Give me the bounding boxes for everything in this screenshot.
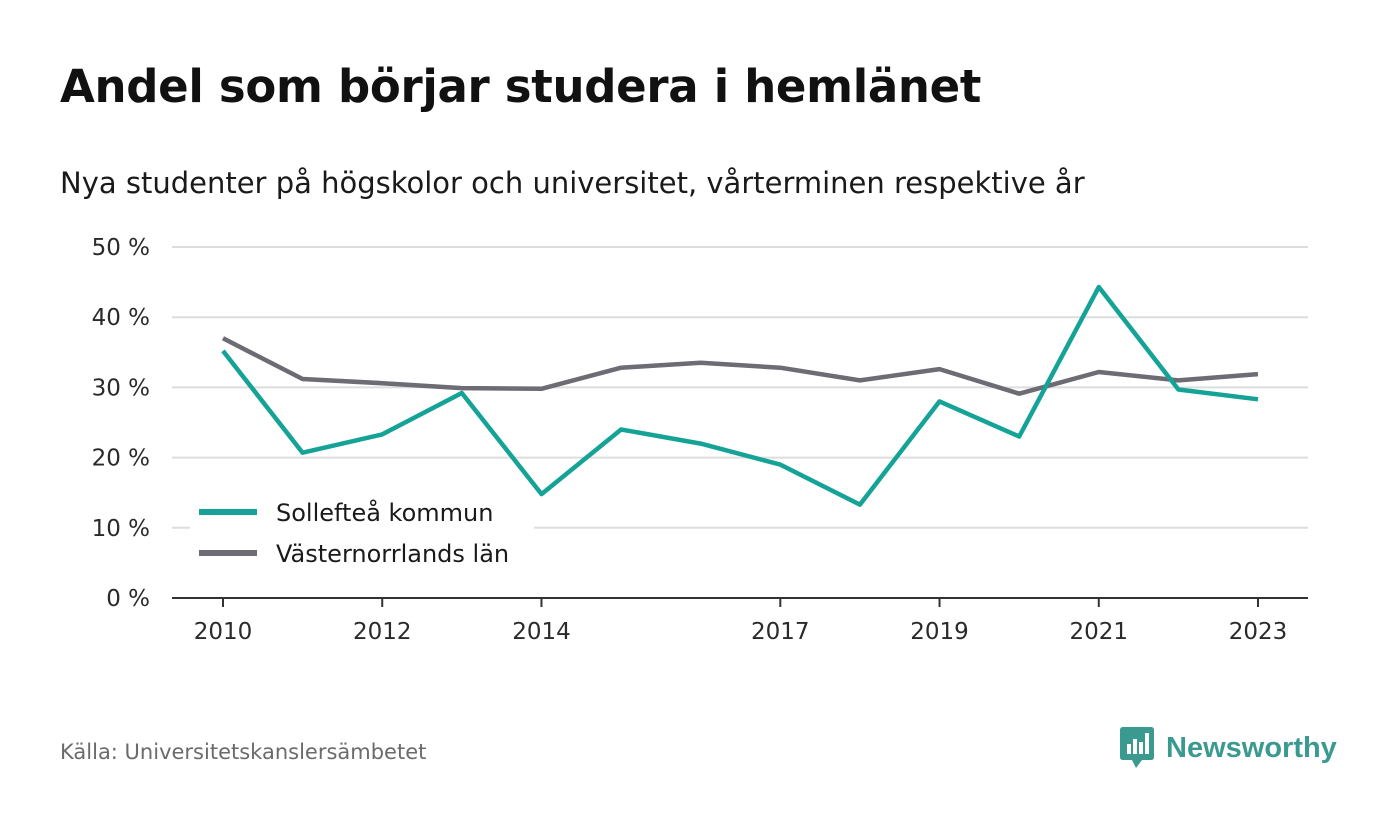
line-chart: 0 % 10 % 20 % 30 % 40 % 50 % 2010 2012 2014 2017… [92,235,1308,645]
series-line-1 [221,336,1259,396]
brand-logo: Newsworthy [1118,726,1337,770]
chart-subtitle: Nya studenter på högskolor och universit… [60,166,1085,200]
y-tick-label: 20 % [92,446,150,472]
x-tick-label: 2012 [353,619,412,645]
x-tick-label: 2019 [910,619,969,645]
newsworthy-logo-icon [1120,727,1154,768]
brand-name: Newsworthy [1166,731,1337,764]
y-axis-ticks: 0 % 10 % 20 % 30 % 40 % 50 % [92,235,150,612]
y-tick-label: 40 % [92,305,150,331]
series-line-0 [221,284,1259,507]
x-tick-label: 2021 [1069,619,1128,645]
legend-label-1: Västernorrlands län [276,540,509,568]
x-tick-label: 2023 [1229,619,1288,645]
chart-title: Andel som börjar studera i hemlänet [60,60,982,113]
x-tick-label: 2017 [751,619,810,645]
source-note: Källa: Universitetskanslersämbetet [60,740,427,764]
x-tick-label: 2014 [512,619,571,645]
x-tick-label: 2010 [194,619,253,645]
y-tick-label: 10 % [92,516,150,542]
legend: Sollefteå kommun Västernorrlands län [190,494,534,576]
legend-background [190,494,534,576]
y-tick-label: 30 % [92,375,150,401]
y-tick-label: 50 % [92,235,150,261]
x-axis-ticks: 2010 2012 2014 2017 2019 2021 2023 [172,597,1308,645]
y-tick-label: 0 % [106,586,150,612]
legend-label-0: Sollefteå kommun [276,498,493,527]
series-lines [221,284,1259,507]
grid-lines [172,246,1308,529]
